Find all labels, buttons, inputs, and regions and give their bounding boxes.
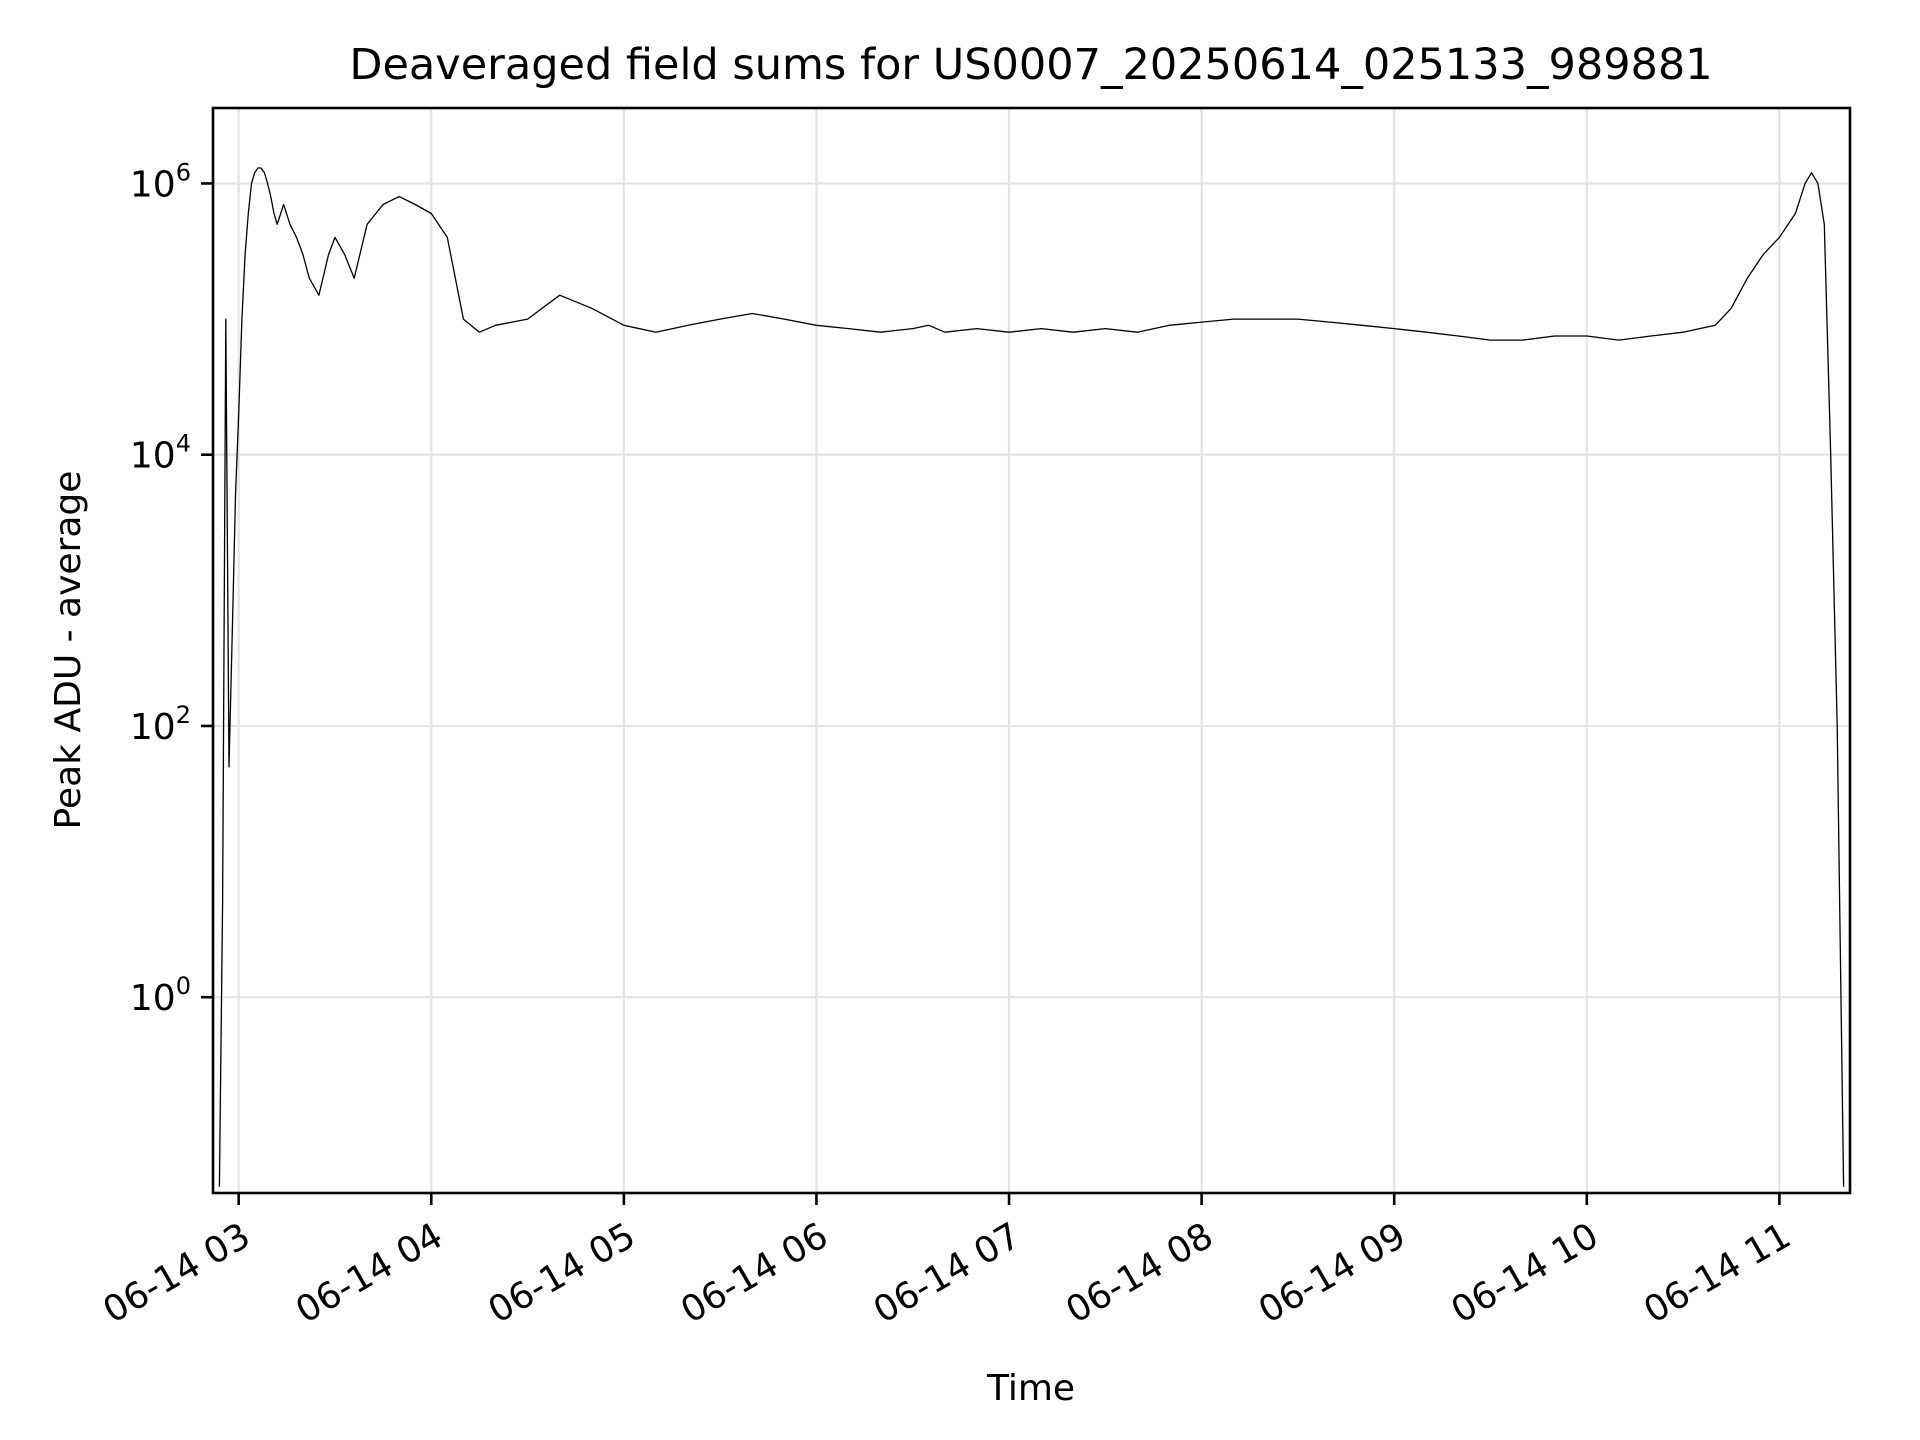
series-layer (218, 167, 1845, 1187)
series-line-0 (218, 167, 1845, 1187)
y-tick-label: 106 (130, 158, 191, 205)
plot-frame (211, 106, 1852, 1195)
y-tick-label: 104 (130, 430, 191, 477)
x-axis-label: Time (986, 1368, 1075, 1409)
y-tick-label: 100 (130, 972, 191, 1019)
grid (213, 108, 1850, 1193)
y-tick-label: 102 (130, 701, 191, 748)
y-axis-label: Peak ADU - average (48, 471, 89, 830)
chart-title: Deaveraged field sums for US0007_2025061… (349, 40, 1712, 90)
